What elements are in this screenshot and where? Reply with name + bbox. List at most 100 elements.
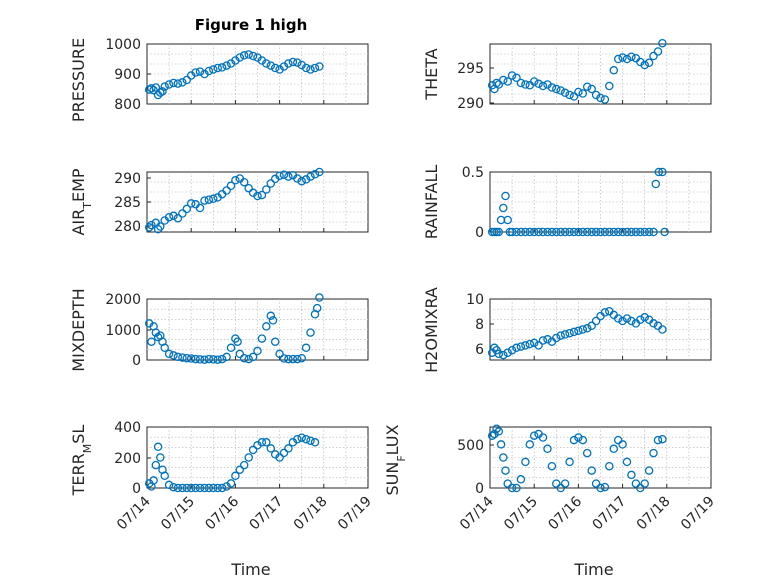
y-tick-label: 0.5 xyxy=(462,165,484,181)
data-point xyxy=(151,83,161,92)
data-point xyxy=(169,482,178,492)
data-point xyxy=(160,82,169,91)
ylabel-mixdepth: MIXDEPTH xyxy=(69,288,88,371)
data-point xyxy=(253,191,262,201)
data-point xyxy=(306,328,315,337)
data-point xyxy=(297,433,306,442)
data-point xyxy=(499,203,508,213)
axes-box xyxy=(146,426,369,489)
data-point xyxy=(195,483,205,493)
data-point xyxy=(492,78,501,88)
x-tick-label: 07/18 xyxy=(291,494,331,534)
data-point xyxy=(507,483,517,493)
data-point xyxy=(306,65,315,74)
data-point xyxy=(235,349,245,359)
data-point xyxy=(529,77,539,86)
data-point xyxy=(653,435,663,445)
ylabel-pressure: PRESSURE xyxy=(69,38,88,122)
data-point xyxy=(631,479,641,488)
data-point xyxy=(182,75,192,85)
data-point xyxy=(574,227,583,237)
data-point xyxy=(627,316,636,326)
data-point xyxy=(660,227,669,237)
data-point xyxy=(156,453,165,462)
data-point xyxy=(521,80,530,89)
data-point xyxy=(552,479,561,488)
data-point xyxy=(293,354,302,364)
data-point xyxy=(257,438,267,447)
xlabel-left: Time xyxy=(230,560,270,579)
data-point xyxy=(501,466,510,475)
data-point xyxy=(538,433,548,442)
data-point xyxy=(191,354,200,364)
data-point xyxy=(499,75,508,85)
data-point xyxy=(284,172,293,181)
xlabel-right: Time xyxy=(573,560,613,579)
data-point xyxy=(487,431,497,440)
data-point xyxy=(596,227,605,237)
data-point xyxy=(231,471,240,481)
data-point xyxy=(613,54,623,64)
data-point xyxy=(529,227,539,237)
data-point xyxy=(636,483,645,493)
data-point xyxy=(262,185,271,194)
data-point xyxy=(503,348,512,357)
data-point xyxy=(275,171,284,180)
data-point xyxy=(492,424,501,433)
y-tick-label: 1000 xyxy=(105,323,141,339)
ylabel-rainfall: RAINFALL xyxy=(422,165,441,240)
x-tick-label: 07/15 xyxy=(501,494,541,534)
y-tick-label: 800 xyxy=(114,97,141,113)
data-point xyxy=(569,92,579,101)
data-point xyxy=(627,470,636,480)
data-point xyxy=(239,177,249,187)
ylabel-h2omixra: H2OMIXRA xyxy=(422,287,441,373)
x-tick-label: 07/19 xyxy=(335,494,375,534)
axes-box xyxy=(489,426,712,489)
data-point xyxy=(605,227,614,237)
y-tick-label: 0 xyxy=(132,353,141,369)
data-point xyxy=(654,167,664,177)
data-point xyxy=(178,483,187,493)
data-point xyxy=(262,438,271,447)
data-point xyxy=(534,341,543,350)
data-point xyxy=(636,227,645,237)
data-point xyxy=(217,63,227,72)
x-tick-label: 07/14 xyxy=(457,493,497,533)
data-point xyxy=(574,87,583,97)
data-point xyxy=(521,227,530,237)
x-tick-label: 07/19 xyxy=(678,494,718,534)
data-point xyxy=(147,337,156,346)
data-point xyxy=(618,53,627,62)
data-point xyxy=(521,457,530,467)
data-point xyxy=(582,227,592,237)
data-point xyxy=(164,212,174,222)
data-point xyxy=(297,176,306,186)
data-point xyxy=(315,293,324,302)
data-point xyxy=(565,328,574,338)
data-point xyxy=(160,343,169,353)
data-point xyxy=(534,227,543,237)
data-point xyxy=(658,167,667,177)
data-point xyxy=(293,174,302,183)
axes-box xyxy=(489,298,712,361)
data-point xyxy=(631,227,641,237)
data-point xyxy=(200,483,209,493)
data-point xyxy=(200,355,209,364)
data-point xyxy=(503,77,512,86)
data-point xyxy=(284,354,293,364)
data-point xyxy=(164,80,174,89)
data-point xyxy=(266,61,276,70)
data-point xyxy=(233,337,242,346)
data-point xyxy=(501,191,510,201)
data-point xyxy=(600,227,610,237)
data-point xyxy=(591,227,601,237)
subplot-2: 280 285 290 xyxy=(114,167,369,235)
subplot-7: 0 500 07/14 07/15 07/16 07/17 07/18 07/19 xyxy=(457,424,718,534)
data-point xyxy=(605,461,614,471)
data-point xyxy=(552,84,561,94)
data-point xyxy=(507,227,517,237)
data-point xyxy=(578,325,588,334)
data-point xyxy=(310,438,320,447)
data-point xyxy=(582,82,592,91)
